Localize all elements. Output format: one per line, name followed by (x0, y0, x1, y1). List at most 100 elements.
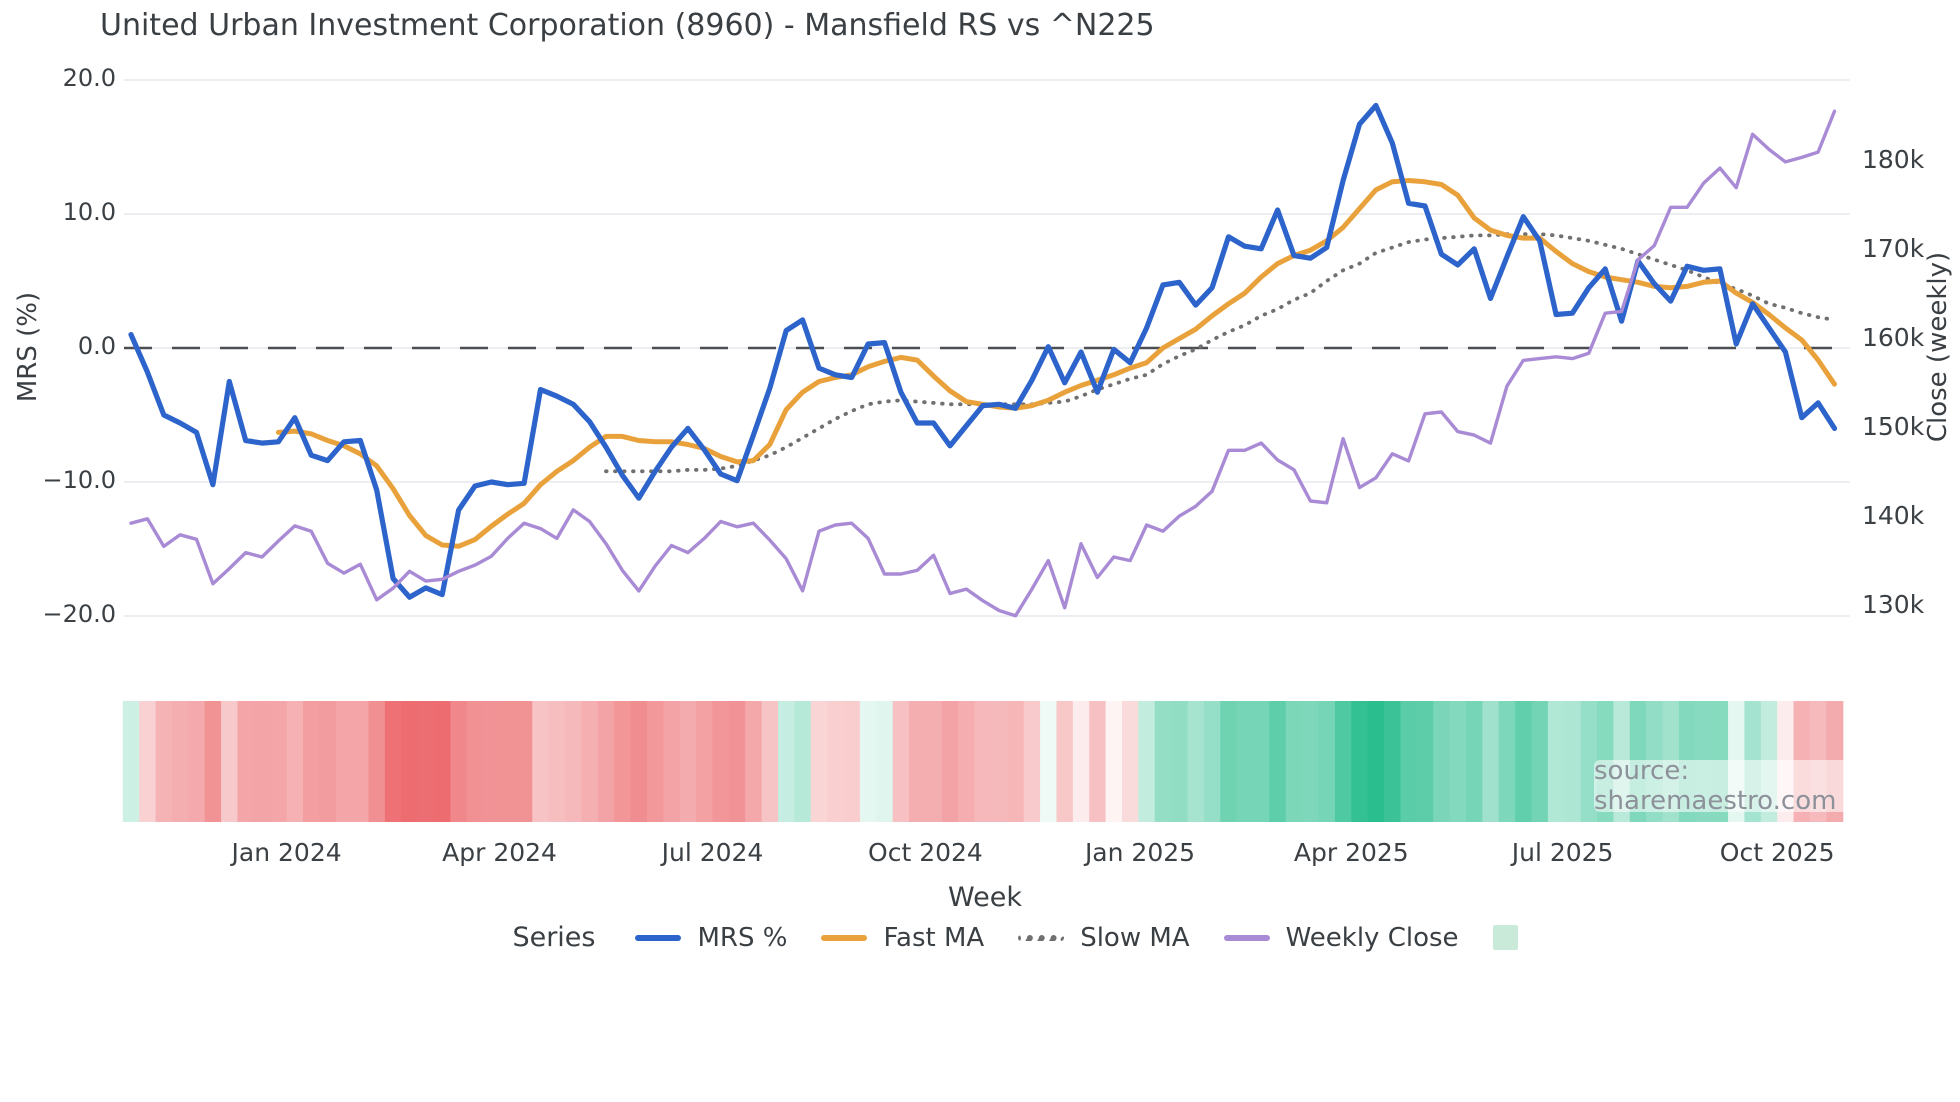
x-tick-7: Oct 2025 (1719, 838, 1835, 867)
heatmap-cell (1384, 701, 1402, 822)
heatmap-cell (1498, 701, 1516, 822)
heatmap-cell (122, 701, 140, 822)
heatmap-cell (614, 701, 632, 822)
legend-entry-slow-ma: Slow MA (1018, 922, 1190, 953)
weekly-close-line-swatch-icon (1223, 934, 1270, 941)
heatmap-cell (1449, 701, 1467, 822)
heatmap-cell (843, 701, 861, 822)
heatmap-cell (1072, 701, 1090, 822)
legend-entry-label: Weekly Close (1285, 922, 1459, 953)
heatmap-cell (335, 701, 353, 822)
heatmap-cell (368, 701, 386, 822)
series-line-fast-ma (275, 178, 1837, 549)
legend-heading: Series (512, 922, 596, 953)
heatmap-cell (1515, 701, 1533, 822)
y-right-tick-1: 170k (1862, 234, 1925, 263)
chart-title: United Urban Investment Corporation (896… (100, 8, 1155, 43)
heatmap-cell (876, 701, 894, 822)
legend-entry-label: MRS % (697, 922, 788, 953)
heatmap-cell (548, 701, 566, 822)
heatmap-cell (679, 701, 697, 822)
heatmap-cell (286, 701, 304, 822)
source-attribution-box: source: sharemaestro.com (1594, 756, 1850, 816)
heatmap-cell (581, 701, 599, 822)
heatmap-cell (1580, 701, 1598, 822)
heatmap-cell (171, 701, 189, 822)
heatmap-cell (712, 701, 730, 822)
heatmap-cell (417, 701, 435, 822)
heatmap-cell (1564, 701, 1582, 822)
heatmap-cell (859, 701, 877, 822)
slow-ma-dotted-swatch-icon (1018, 934, 1065, 941)
heatmap-cell (1040, 701, 1058, 822)
x-tick-4: Jan 2025 (1084, 838, 1196, 867)
y-right-tick-2: 160k (1862, 323, 1925, 352)
heatmap-cell (1416, 701, 1434, 822)
heatmap-cell (1105, 701, 1123, 822)
x-tick-3: Oct 2024 (868, 838, 983, 867)
heatmap-cell (1269, 701, 1287, 822)
heatmap-cell (401, 701, 419, 822)
heatmap-cell (1154, 701, 1172, 822)
heatmap-cell (270, 701, 288, 822)
heatmap-cell (1138, 701, 1156, 822)
legend: Series MRS % Fast MA Slow MA Weekly Clos… (0, 922, 1960, 953)
series-line-mrs- (128, 102, 1838, 600)
series-line-weekly-close (129, 109, 1837, 618)
y-right-tick-0: 180k (1862, 145, 1925, 174)
heatmap-cell (188, 701, 206, 822)
x-tick-2: Jul 2024 (661, 838, 764, 867)
heatmap-cell (434, 701, 452, 822)
x-tick-1: Apr 2024 (442, 838, 557, 867)
heatmap-cell (1187, 701, 1205, 822)
heatmap-cell (728, 701, 746, 822)
heatmap-cell (384, 701, 402, 822)
heatmap-cell (1220, 701, 1238, 822)
x-tick-0: Jan 2024 (231, 838, 342, 867)
heatmap-cell (909, 701, 927, 822)
heatmap-cell (1351, 701, 1369, 822)
heatmap-cell (990, 701, 1008, 822)
heatmap-cell (1236, 701, 1254, 822)
y-right-axis-title: Close (weekly) (1923, 251, 1953, 443)
heatmap-cell (1171, 701, 1189, 822)
heatmap-cell (630, 701, 648, 822)
heatmap-cell (663, 701, 681, 822)
heatmap-cell (941, 701, 959, 822)
heatmap-cell (1334, 701, 1352, 822)
heatmap-cell (319, 701, 337, 822)
background-heatmap-swatch-icon (1492, 925, 1518, 950)
heatmap-cell (892, 701, 910, 822)
heatmap-cell (483, 701, 501, 822)
y-right-tick-5: 130k (1862, 590, 1925, 619)
y-right-tick-3: 150k (1862, 412, 1925, 441)
heatmap-cell (139, 701, 157, 822)
heatmap-cell (958, 701, 976, 822)
heatmap-cell (1056, 701, 1074, 822)
x-axis-title: Week (948, 882, 1022, 913)
heatmap-cell (532, 701, 550, 822)
legend-entry-mrs: MRS % (635, 923, 787, 953)
x-tick-6: Jul 2025 (1511, 838, 1614, 867)
heatmap-cell (499, 701, 517, 822)
heatmap-cell (1089, 701, 1107, 822)
heatmap-cell (450, 701, 468, 822)
heatmap-cell (1433, 701, 1451, 822)
heatmap-cell (925, 701, 943, 822)
heatmap-cell (1531, 701, 1549, 822)
heatmap-cell (253, 701, 271, 822)
legend-entry-fast-ma: Fast MA (821, 923, 984, 953)
legend-entry-label: Slow MA (1080, 922, 1190, 953)
y-left-tick-4: −20.0 (42, 600, 116, 628)
heatmap-cell (302, 701, 320, 822)
heatmap-cell (1367, 701, 1385, 822)
heatmap-cell (597, 701, 615, 822)
heatmap-cell (794, 701, 812, 822)
heatmap-cell (1482, 701, 1500, 822)
heatmap-cell (1547, 701, 1565, 822)
mrs-line-swatch-icon (635, 934, 682, 941)
heatmap-cell (221, 701, 239, 822)
x-tick-5: Apr 2025 (1293, 838, 1409, 867)
series-line-slow-ma (604, 232, 1837, 474)
heatmap-cell (1007, 701, 1025, 822)
